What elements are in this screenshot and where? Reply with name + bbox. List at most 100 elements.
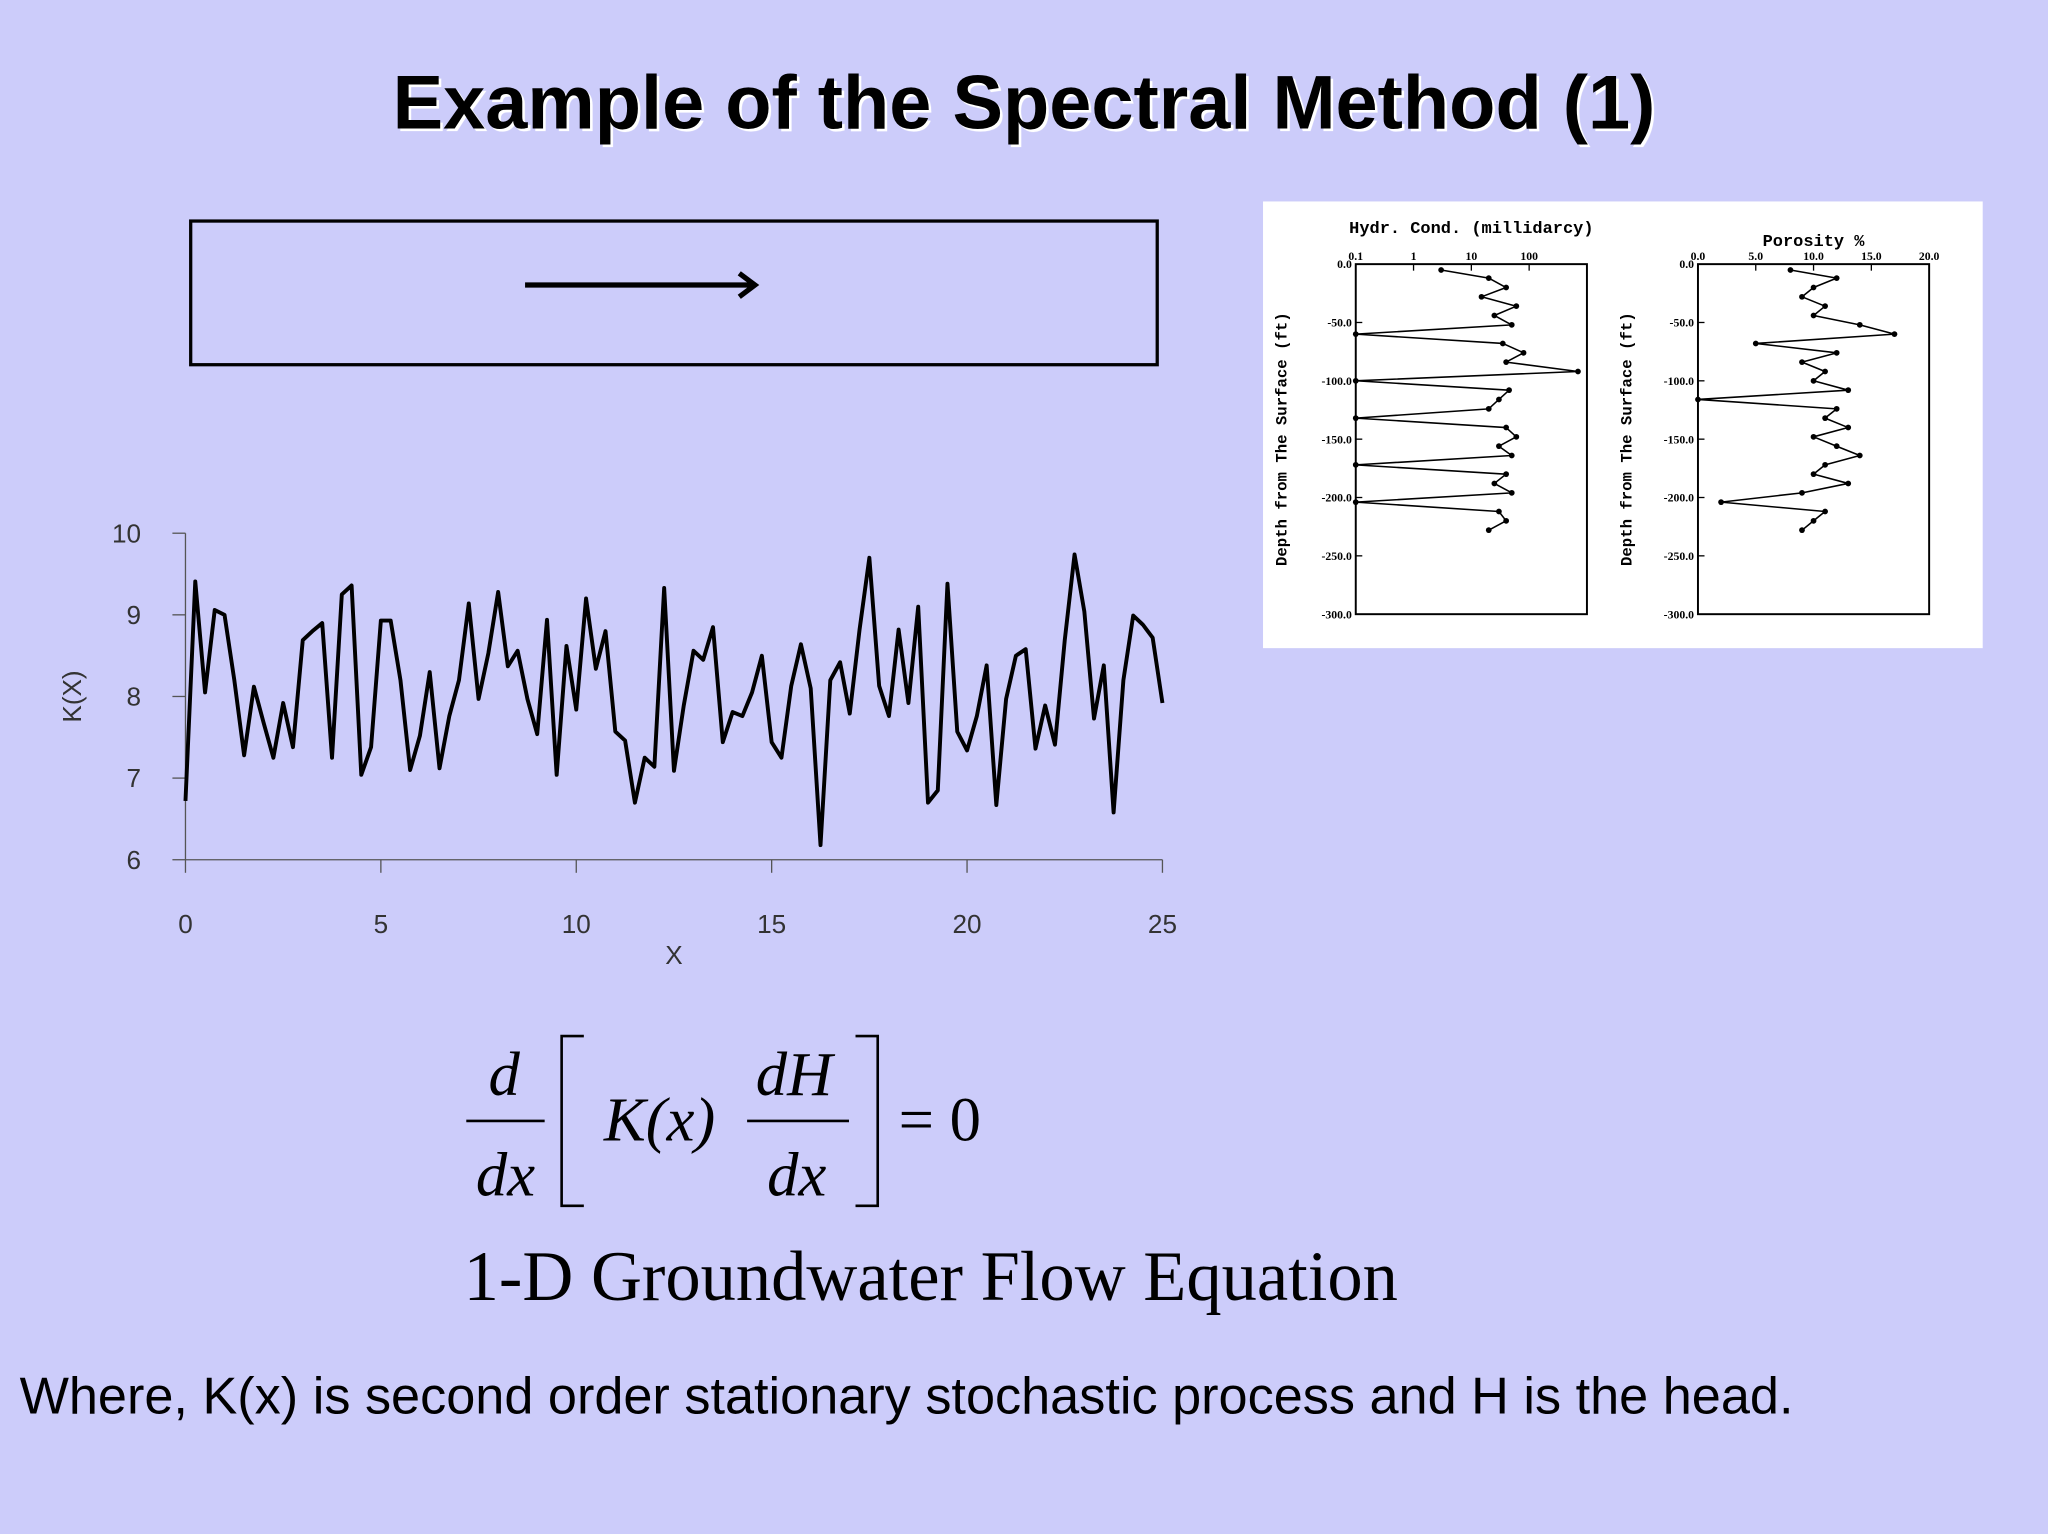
data-point [1496,508,1502,515]
eq-denominator: dx [767,1139,826,1209]
data-point [1513,303,1520,310]
data-line [183,552,1165,848]
data-point [1718,499,1724,506]
data-point [1856,321,1863,328]
slide-title: Example of the Spectral Method (1) [393,60,1656,145]
data-point [1499,340,1506,347]
eq-denominator: dx [476,1139,535,1209]
x-tick-label: 0 [178,909,193,939]
eq-numerator: dH [756,1039,836,1109]
y-tick-label: 8 [127,682,142,712]
data-point [1496,443,1502,450]
x-axis-title: Hydr. Cond. (millidarcy) [1349,220,1593,239]
data-point [1352,499,1359,506]
data-point [1833,443,1840,450]
data-point [1810,312,1817,319]
y-tick-label: -100.0 [1664,375,1694,388]
x-tick-label: 20 [953,909,982,939]
log-figure [1263,201,1983,649]
chart: 6 7 8 9 10 0 5 10 15 20 25 X K(X) [57,518,1177,970]
y-tick-label: 6 [127,845,142,875]
data-point [1496,396,1502,403]
y-tick-label: -300.0 [1664,608,1694,621]
x-tick-label: 20.0 [1919,250,1940,263]
left-bracket [560,1034,584,1208]
data-point [1752,340,1759,347]
y-tick-label: -200.0 [1664,492,1694,505]
y-tick-label: -300.0 [1321,608,1351,621]
domain-box [189,219,1159,367]
y-tick-label: -200.0 [1321,492,1351,505]
data-point [1799,527,1805,534]
data-point [1799,489,1805,496]
y-tick-label: -250.0 [1321,550,1351,563]
x-tick-label: 25 [1148,909,1177,939]
data-point [1352,331,1359,338]
data-point [1503,517,1510,524]
x-tick-label: 100 [1520,250,1538,263]
data-point [1508,452,1515,459]
data-point [1856,452,1863,459]
data-point [1845,387,1852,394]
eq-term: K(x) [603,1085,715,1155]
data-point [1438,267,1445,273]
footer-text: Where, K(x) is second order stationary s… [20,1368,1794,1426]
data-point [1491,480,1498,487]
data-point [1485,405,1492,412]
x-tick-label: 10 [562,909,591,939]
y-tick-label: -100.0 [1321,375,1351,388]
x-tick-label: 0.1 [1348,250,1363,263]
y-tick-label: 10 [112,518,141,548]
chart: 0.0 -50.0 -100.0 -150.0 -200.0 -250.0 -300.0 0.… [1274,220,1594,622]
data-point [1503,359,1510,366]
y-tick-label: -250.0 [1664,550,1694,563]
data-point [1810,284,1817,291]
data-point [1508,489,1515,496]
y-tick-label: 0.0 [1679,258,1694,271]
x-tick-label: 15.0 [1861,250,1882,263]
x-tick-label: 0.0 [1691,250,1706,263]
x-tick-label: 5.0 [1748,250,1763,263]
data-point [1845,480,1852,487]
data-point [1833,405,1840,412]
flow-arrow [525,271,760,299]
y-axis-title: K(X) [57,670,87,722]
x-tick-label: 10 [1465,250,1477,263]
caption: 1-D Groundwater Flow Equation [464,1238,1398,1316]
data-point [1352,377,1359,384]
y-tick-label: 7 [127,763,142,793]
data-point [1503,424,1510,431]
data-point [1845,424,1852,431]
x-axis-title: Porosity % [1763,233,1866,252]
y-tick-label: 0.0 [1337,258,1352,271]
data-point [1352,415,1359,422]
eq-numerator: d [488,1039,520,1109]
data-point [1810,377,1817,384]
data-point [1503,284,1510,291]
x-tick-label: 5 [374,909,389,939]
x-tick-label: 15 [757,909,786,939]
data-point [1503,471,1510,478]
data-point [1822,368,1828,375]
x-tick-label: 10.0 [1803,250,1824,263]
data-point [1787,267,1794,273]
data-point [1822,303,1828,310]
y-tick-label: -150.0 [1321,433,1351,446]
x-axis-title: X [665,940,682,970]
data-point [1833,349,1840,356]
y-axis-title: Depth from The Surface (ft) [1274,312,1292,566]
data-point [1695,396,1701,403]
data-point [1810,433,1817,440]
data-point [1822,461,1828,468]
y-tick-label: -50.0 [1327,317,1352,330]
equation: d dx K(x) dH dx = 0 [466,1034,981,1209]
data-point [1575,368,1581,375]
data-point [1485,527,1492,534]
data-point [1508,321,1515,328]
data-point [1491,312,1498,319]
data-point [1485,275,1492,282]
data-point [1833,275,1840,282]
right-bracket [855,1034,880,1208]
